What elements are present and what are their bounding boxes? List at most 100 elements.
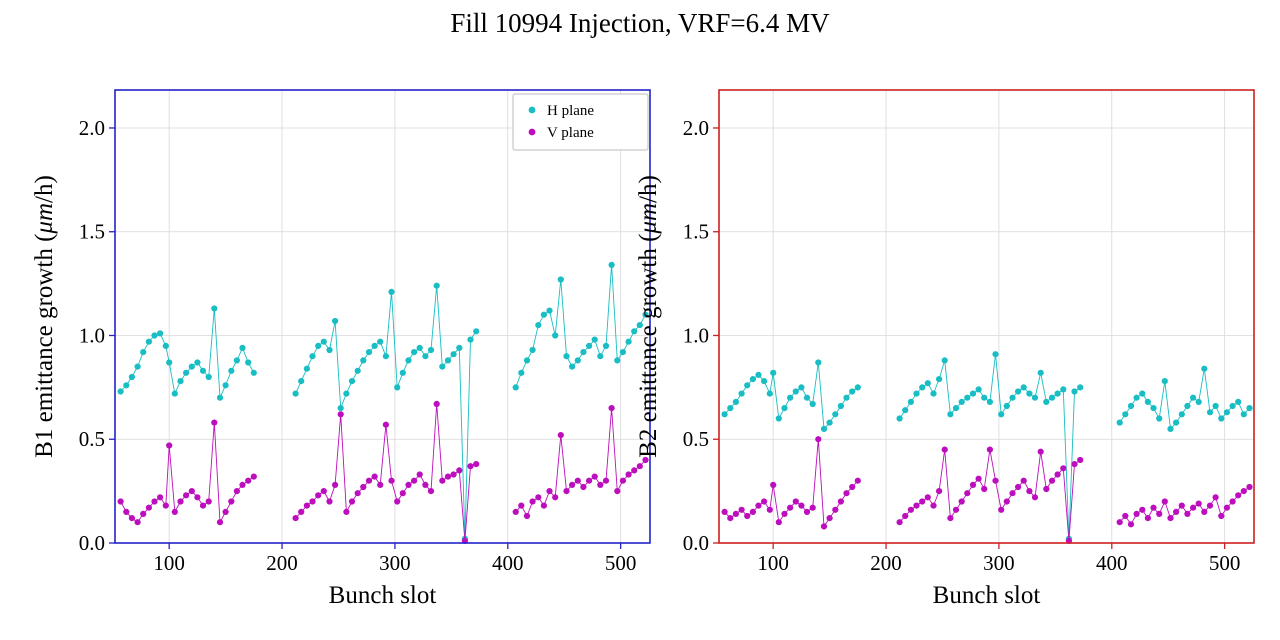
data-point <box>309 353 316 360</box>
data-point <box>936 376 943 383</box>
data-point <box>239 481 246 488</box>
data-point <box>820 425 828 432</box>
data-point <box>1043 485 1050 493</box>
legend-marker <box>528 128 536 136</box>
data-point <box>1122 512 1129 520</box>
data-point <box>981 485 988 493</box>
data-point <box>1048 477 1056 484</box>
data-point <box>1212 402 1219 410</box>
data-point <box>1048 394 1056 401</box>
x-tick-label: 200 <box>266 551 298 575</box>
y-tick-label: 0.0 <box>79 531 105 555</box>
data-point <box>292 515 299 522</box>
data-point <box>602 477 610 484</box>
data-point <box>1144 515 1151 522</box>
x-tick-label: 500 <box>605 551 637 575</box>
data-point <box>371 342 378 349</box>
data-point <box>947 515 954 522</box>
data-point <box>1037 448 1044 455</box>
data-point <box>222 508 229 515</box>
data-point <box>803 508 811 515</box>
data-point <box>721 508 728 515</box>
legend: H plane V plane <box>512 93 649 151</box>
data-point <box>941 357 948 364</box>
data-point <box>1235 492 1242 499</box>
data-point <box>512 384 519 391</box>
data-point <box>1161 378 1168 385</box>
data-point <box>569 481 576 488</box>
data-point <box>343 508 350 515</box>
y-tick-label: 1.0 <box>683 323 709 347</box>
data-point <box>1133 510 1140 517</box>
data-point <box>1071 461 1078 468</box>
data-point <box>377 481 384 488</box>
data-point <box>1003 498 1010 505</box>
data-point <box>1150 405 1157 412</box>
data-point <box>732 398 739 405</box>
legend-marker <box>528 106 536 114</box>
data-point <box>450 351 457 358</box>
data-point <box>809 504 816 511</box>
data-point <box>1150 504 1157 511</box>
data-point <box>981 394 988 401</box>
data-point <box>416 471 423 478</box>
data-point <box>1116 519 1123 526</box>
data-point <box>1026 488 1033 495</box>
data-point <box>591 336 598 343</box>
data-point <box>199 367 207 374</box>
data-point <box>625 338 632 345</box>
data-point <box>1240 411 1247 418</box>
data-point <box>975 475 982 482</box>
data-point <box>1026 390 1033 397</box>
data-point <box>930 390 937 397</box>
data-point <box>399 369 406 376</box>
data-point <box>433 400 440 408</box>
data-point <box>815 359 822 366</box>
data-point <box>183 369 190 376</box>
data-point <box>365 477 373 484</box>
data-point <box>1223 409 1230 416</box>
data-point <box>444 473 452 480</box>
data-point <box>1116 419 1123 426</box>
series-line <box>295 285 477 539</box>
data-point <box>792 498 799 505</box>
data-point <box>1195 500 1202 507</box>
data-point <box>826 515 833 522</box>
data-point <box>298 508 305 515</box>
data-point <box>1212 494 1219 501</box>
data-point <box>642 311 649 318</box>
data-point <box>608 405 615 412</box>
data-point <box>642 456 649 464</box>
data-point <box>798 384 805 391</box>
data-point <box>382 421 389 428</box>
x-tick-label: 500 <box>1209 551 1241 575</box>
data-point <box>1139 506 1146 513</box>
data-point <box>1127 521 1135 528</box>
data-point <box>820 523 828 530</box>
x-tick-label: 400 <box>1096 551 1128 575</box>
data-point <box>1077 456 1084 464</box>
data-point <box>992 351 999 358</box>
data-point <box>233 357 240 364</box>
data-point <box>546 307 553 314</box>
data-point <box>631 467 638 474</box>
data-point <box>936 488 943 495</box>
data-point <box>563 488 570 495</box>
data-point <box>969 390 977 397</box>
data-point <box>117 498 124 505</box>
data-point <box>326 498 333 505</box>
data-point <box>913 502 920 509</box>
data-point <box>969 481 977 488</box>
data-point <box>755 502 762 509</box>
data-point <box>546 488 553 495</box>
data-point <box>770 369 777 376</box>
data-point <box>157 494 164 501</box>
data-point <box>919 384 926 391</box>
data-point <box>128 515 135 522</box>
data-point <box>1161 498 1168 505</box>
data-point <box>166 442 173 449</box>
data-point <box>597 353 604 360</box>
data-point <box>1173 419 1180 426</box>
data-point <box>1003 402 1010 410</box>
data-point <box>523 512 531 520</box>
